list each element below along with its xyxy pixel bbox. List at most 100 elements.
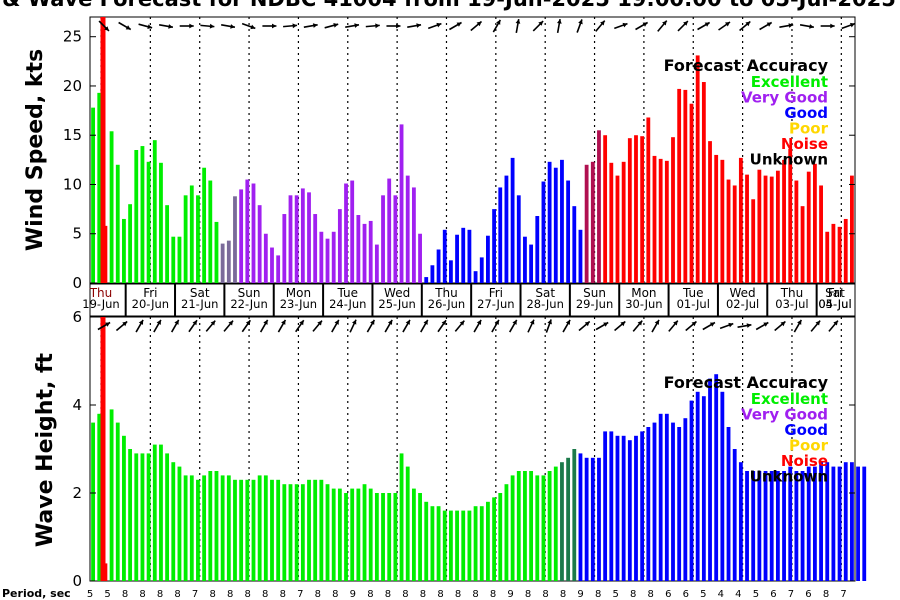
direction-arrow — [737, 323, 752, 329]
bar — [350, 180, 355, 283]
bar — [590, 457, 595, 581]
direction-arrow — [454, 320, 465, 332]
bar — [523, 471, 527, 581]
bar — [553, 167, 558, 283]
bar — [516, 195, 521, 283]
direction-arrow — [118, 21, 132, 31]
period-value: 5 — [753, 589, 759, 600]
day-date-label: 23-Jun — [280, 297, 317, 311]
period-axis-label: Period, sec — [2, 587, 71, 600]
bar — [381, 195, 385, 283]
wave-y-axis-label: Wave Height, ft — [33, 352, 58, 547]
wave-y-ticks: 0 2 4 6 — [72, 308, 855, 590]
day-name-label: Tue — [337, 286, 359, 300]
legend-item: Excellent — [751, 73, 828, 91]
day-name-label: Thu — [434, 286, 458, 300]
direction-arrow — [241, 22, 256, 30]
bar — [109, 409, 114, 581]
bar — [553, 466, 558, 581]
bar — [97, 92, 102, 283]
bar — [467, 229, 472, 283]
bar — [251, 183, 256, 283]
bar — [319, 231, 324, 283]
bar — [146, 453, 151, 581]
period-value: 5 — [87, 589, 93, 600]
day-name-label: Sat — [535, 286, 555, 300]
wind-y-axis-label: Wind Speed, kts — [23, 49, 48, 251]
bar — [751, 199, 756, 283]
legend-title: Forecast Accuracy — [664, 56, 829, 75]
bar — [288, 195, 293, 283]
bar — [566, 457, 571, 581]
bar — [745, 471, 749, 581]
period-value: 8 — [595, 589, 601, 600]
day-date-label: 24-Jun — [329, 297, 366, 311]
legend-item: Very Good — [741, 89, 828, 107]
bar — [91, 107, 95, 283]
bar — [307, 479, 311, 581]
bar — [812, 163, 817, 283]
period-value: 8 — [245, 589, 251, 600]
day-date-label: 22-Jun — [230, 297, 267, 311]
bar — [856, 466, 860, 581]
period-value: 8 — [648, 589, 654, 600]
bar — [270, 479, 274, 581]
bar — [473, 506, 478, 581]
bar — [794, 180, 799, 283]
direction-arrow — [200, 23, 215, 29]
direction-arrow — [473, 319, 482, 333]
bar — [782, 159, 786, 283]
bar — [165, 205, 170, 283]
bar — [597, 130, 601, 283]
direction-arrow — [295, 319, 305, 333]
bar — [356, 215, 361, 283]
bar — [350, 488, 355, 581]
bar — [411, 187, 416, 283]
bar — [726, 427, 731, 581]
bar — [597, 457, 601, 581]
bar — [757, 169, 762, 283]
wind-speed-panel: 0 5 10 15 20 25 Wind Speed, kts Forecast Accu… — [23, 16, 856, 292]
bar — [751, 471, 756, 581]
bar — [862, 466, 867, 581]
day-date-label: 05-Jul — [818, 297, 851, 311]
bar — [609, 162, 614, 283]
bar — [152, 444, 157, 581]
period-value: 6 — [665, 589, 671, 600]
bar — [183, 475, 188, 581]
period-value: 6 — [770, 589, 776, 600]
bar — [634, 435, 638, 581]
period-value: 6 — [805, 589, 811, 600]
period-value: 8 — [402, 589, 408, 600]
bar — [609, 431, 614, 581]
direction-arrow — [221, 23, 236, 29]
wave-day-gridlines — [100, 317, 842, 581]
direction-arrow — [366, 319, 376, 333]
bar — [177, 236, 182, 283]
direction-arrow — [407, 23, 422, 29]
period-value: 7 — [840, 589, 846, 600]
direction-arrow — [470, 20, 483, 32]
bar — [424, 277, 429, 283]
bar — [282, 484, 287, 581]
bar — [516, 471, 521, 581]
direction-arrow — [303, 23, 318, 29]
wind-direction-arrows — [98, 18, 856, 34]
day-date-label: 29-Jun — [576, 297, 613, 311]
direction-arrow — [614, 320, 626, 332]
direction-arrow — [492, 19, 502, 33]
bar — [671, 422, 675, 581]
current-time-marker — [100, 317, 106, 581]
bar — [276, 255, 281, 283]
day-date-label: 04-Jul — [818, 297, 851, 311]
bar — [788, 466, 793, 581]
bar — [337, 209, 342, 283]
direction-arrow — [657, 20, 668, 32]
bar — [436, 506, 441, 581]
bar — [603, 135, 608, 283]
direction-arrow — [562, 319, 571, 333]
bar — [806, 171, 811, 283]
bar — [263, 475, 268, 581]
direction-arrow — [437, 319, 447, 333]
